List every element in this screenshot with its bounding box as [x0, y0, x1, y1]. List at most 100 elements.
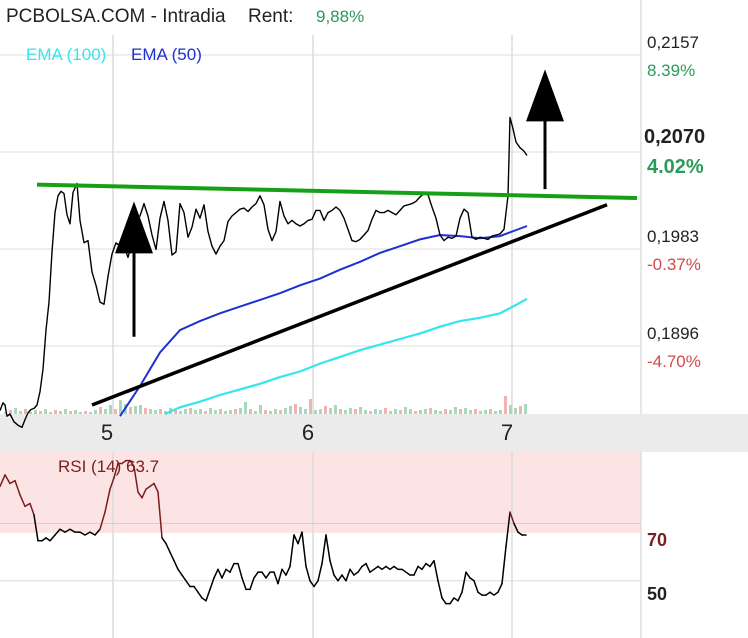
- volume-bar: [404, 407, 407, 414]
- rsi-segment: [149, 482, 155, 488]
- volume-bar: [479, 411, 482, 414]
- volume-bar: [349, 408, 352, 414]
- rsi-segment: [225, 568, 231, 573]
- ema100-line: [164, 297, 528, 416]
- last-price: 0,2070: [644, 126, 705, 148]
- rsi-segment: [305, 565, 311, 582]
- volume-bar: [484, 410, 487, 414]
- volume-bar: [359, 407, 362, 414]
- rsi-segment: [393, 565, 399, 571]
- volume-bar: [259, 405, 262, 414]
- rsi-segment: [489, 591, 495, 596]
- volume-bar: [129, 407, 132, 414]
- volume-bars: [4, 396, 527, 414]
- rsi-segment: [457, 591, 463, 602]
- volume-bar: [179, 411, 182, 414]
- volume-bar: [79, 412, 82, 414]
- rsi-segment: [41, 537, 47, 542]
- volume-bar: [319, 409, 322, 414]
- rsi-segment: [0, 474, 6, 488]
- rsi-segment: [381, 565, 387, 571]
- volume-bar: [394, 409, 397, 414]
- rsi-segment: [277, 568, 283, 585]
- support-trendline: [91, 203, 608, 407]
- rsi-segment: [293, 534, 299, 545]
- volume-bar: [14, 408, 17, 414]
- volume-bar: [84, 411, 87, 414]
- volume-bar: [344, 410, 347, 414]
- rsi-label: RSI (14) 63.7: [58, 457, 159, 476]
- rsi-segment: [401, 568, 407, 573]
- volume-bar: [249, 409, 252, 414]
- rsi-segment: [181, 574, 187, 582]
- chart-title: PCBOLSA.COM - Intradia: [6, 6, 226, 27]
- rsi-segment: [473, 580, 479, 593]
- rsi-segment: [517, 531, 523, 536]
- rsi-segment: [309, 580, 315, 588]
- rsi-segment: [329, 559, 335, 576]
- volume-bar: [299, 407, 302, 414]
- rsi-segment: [213, 568, 219, 579]
- volume-bar: [269, 411, 272, 414]
- rsi-segment: [389, 565, 395, 571]
- rsi-segment: [89, 531, 96, 536]
- rsi-segment: [129, 459, 135, 468]
- rsi-segment: [513, 522, 519, 533]
- volume-bar: [339, 409, 342, 414]
- volume-bar: [94, 410, 97, 414]
- volume-bar: [54, 410, 57, 414]
- rsi-segment: [417, 565, 423, 571]
- volume-bar: [264, 410, 267, 414]
- volume-bar: [294, 404, 297, 414]
- rsi-segment: [425, 562, 431, 568]
- volume-bar: [289, 406, 292, 414]
- rsi-segment: [453, 597, 459, 602]
- grid: [0, 35, 641, 638]
- rsi-segment: [273, 571, 279, 585]
- volume-bar: [139, 405, 142, 414]
- rsi-segment: [14, 479, 21, 496]
- rsi-segment: [365, 562, 371, 573]
- volume-bar: [104, 409, 107, 414]
- volume-bar: [324, 406, 327, 414]
- rsi-segment: [229, 562, 235, 573]
- rsi-segment: [465, 571, 471, 579]
- x-axis-band: [0, 414, 748, 452]
- volume-bar: [369, 411, 372, 414]
- volume-bar: [119, 400, 122, 414]
- ema50-line: [119, 225, 528, 417]
- rsi-segment: [337, 574, 343, 582]
- rsi-segment: [209, 577, 215, 591]
- volume-bar: [209, 408, 212, 414]
- rsi-segment: [385, 565, 391, 571]
- volume-bar: [399, 410, 402, 414]
- volume-bar: [519, 406, 522, 414]
- volume-bar: [314, 410, 317, 414]
- rsi-segment: [297, 531, 303, 545]
- rsi-segment: [104, 488, 111, 513]
- rsi-segment: [421, 562, 427, 571]
- y-tick-price-1: 0,1983: [647, 227, 699, 246]
- rsi-segment: [361, 562, 367, 568]
- volume-bar: [439, 411, 442, 414]
- arrow-head-1: [526, 69, 564, 122]
- x-tick-day-6: 6: [302, 420, 314, 445]
- volume-bar: [164, 411, 167, 414]
- series-layer: [0, 69, 638, 605]
- volume-bar: [499, 410, 502, 414]
- volume-bar: [149, 409, 152, 414]
- volume-bar: [159, 409, 162, 414]
- rsi-segment: [201, 597, 207, 602]
- rsi-segment: [485, 591, 491, 596]
- rsi-segment: [413, 565, 419, 576]
- volume-bar: [459, 409, 462, 414]
- rsi-segment: [9, 479, 16, 485]
- legend-ema50: EMA (50): [131, 45, 202, 64]
- rsi-segment: [141, 488, 147, 499]
- volume-bar: [204, 411, 207, 414]
- volume-bar: [474, 409, 477, 414]
- volume-bar: [34, 410, 37, 414]
- volume-bar: [234, 409, 237, 414]
- rsi-segment: [281, 568, 287, 576]
- rsi-segment: [24, 502, 31, 508]
